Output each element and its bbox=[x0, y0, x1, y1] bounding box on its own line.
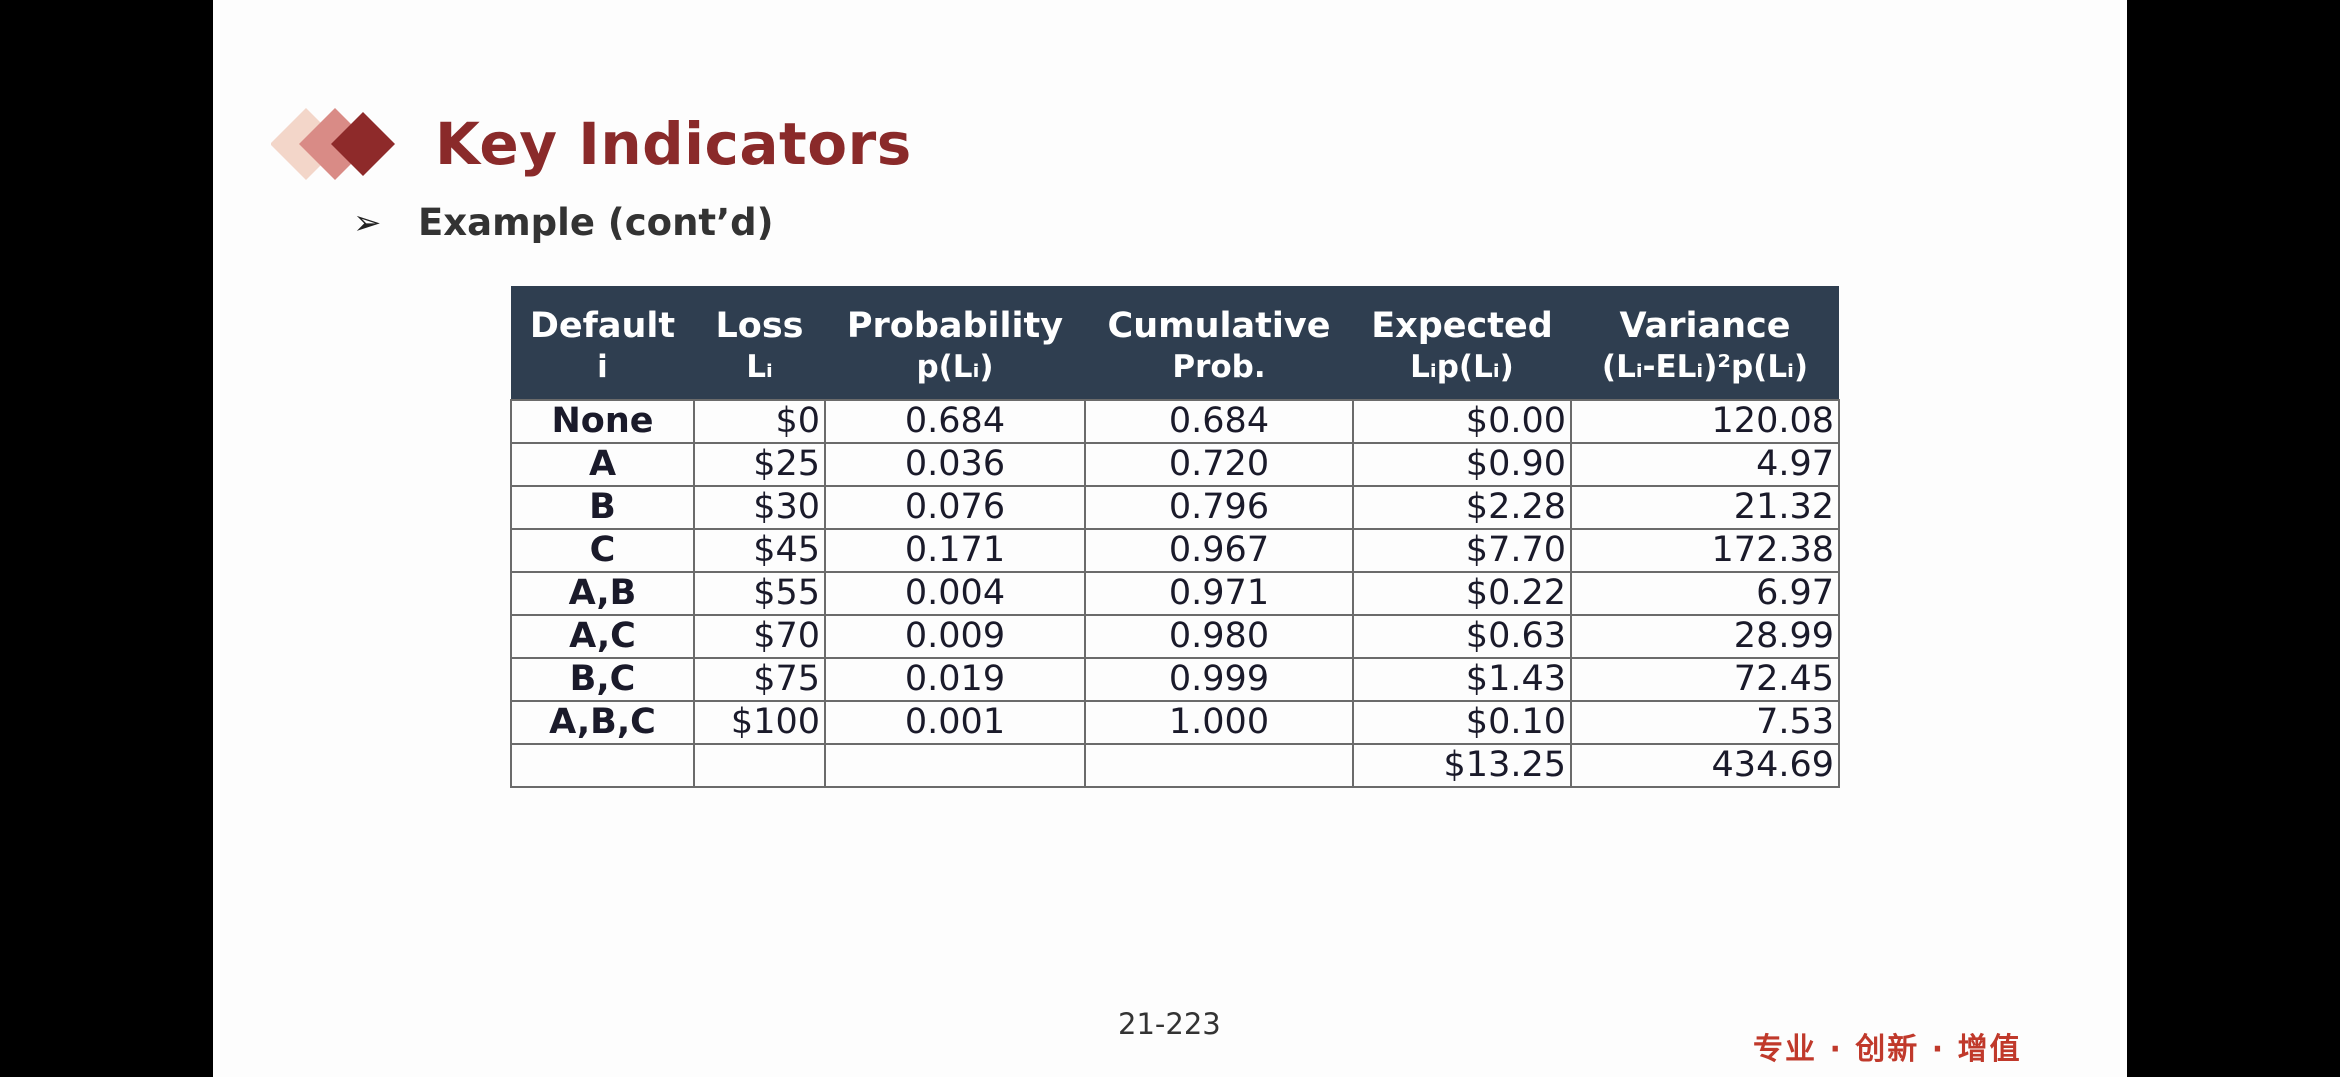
cell-default bbox=[510, 743, 695, 788]
header-loss: Loss Lᵢ bbox=[694, 286, 825, 400]
table-header-row: Default i Loss Lᵢ Probability p(Lᵢ) Cumulat… bbox=[511, 286, 1839, 400]
cell-cumulative: 0.980 bbox=[1084, 614, 1354, 659]
cell-cumulative: 0.720 bbox=[1084, 442, 1354, 487]
cell-variance: 7.53 bbox=[1570, 700, 1840, 745]
cell-variance: 28.99 bbox=[1570, 614, 1840, 659]
cell-loss: $25 bbox=[693, 442, 826, 487]
cell-probability: 0.009 bbox=[824, 614, 1086, 659]
cell-cumulative: 0.999 bbox=[1084, 657, 1354, 702]
slide: Key Indicators ➢ Example (cont’d) Defaul… bbox=[213, 0, 2127, 1077]
cell-expected: $0.90 bbox=[1352, 442, 1572, 487]
table-row: A,C $70 0.009 0.980 $0.63 28.99 bbox=[510, 614, 1840, 659]
cell-probability: 0.001 bbox=[824, 700, 1086, 745]
table-row: B $30 0.076 0.796 $2.28 21.32 bbox=[510, 485, 1840, 530]
cell-variance: 4.97 bbox=[1570, 442, 1840, 487]
cell-cumulative bbox=[1084, 743, 1354, 788]
loss-distribution-table: Default i Loss Lᵢ Probability p(Lᵢ) Cumulat… bbox=[510, 286, 1840, 788]
table-row: A,B $55 0.004 0.971 $0.22 6.97 bbox=[510, 571, 1840, 616]
cell-expected: $0.10 bbox=[1352, 700, 1572, 745]
cell-variance-total: 434.69 bbox=[1570, 743, 1840, 788]
table-row: C $45 0.171 0.967 $7.70 172.38 bbox=[510, 528, 1840, 573]
cell-default: A,B bbox=[510, 571, 695, 616]
slide-subtitle: Example (cont’d) bbox=[418, 201, 774, 244]
cell-variance: 21.32 bbox=[1570, 485, 1840, 530]
slide-title: Key Indicators bbox=[435, 110, 912, 178]
cell-probability: 0.076 bbox=[824, 485, 1086, 530]
cell-expected-total: $13.25 bbox=[1352, 743, 1572, 788]
cell-default: A,C bbox=[510, 614, 695, 659]
header-probability: Probability p(Lᵢ) bbox=[825, 286, 1085, 400]
cell-expected: $0.63 bbox=[1352, 614, 1572, 659]
cell-variance: 120.08 bbox=[1570, 399, 1840, 444]
cell-variance: 172.38 bbox=[1570, 528, 1840, 573]
cell-default: None bbox=[510, 399, 695, 444]
cell-loss: $55 bbox=[693, 571, 826, 616]
cell-default: B,C bbox=[510, 657, 695, 702]
table-row: A $25 0.036 0.720 $0.90 4.97 bbox=[510, 442, 1840, 487]
cell-default: B bbox=[510, 485, 695, 530]
cell-expected: $0.22 bbox=[1352, 571, 1572, 616]
cell-probability: 0.171 bbox=[824, 528, 1086, 573]
diamond-logo-icon bbox=[271, 108, 395, 180]
cell-loss: $0 bbox=[693, 399, 826, 444]
cell-variance: 72.45 bbox=[1570, 657, 1840, 702]
cell-expected: $2.28 bbox=[1352, 485, 1572, 530]
table-row: A,B,C $100 0.001 1.000 $0.10 7.53 bbox=[510, 700, 1840, 745]
footer-slogan: 专业 · 创新 · 增值 bbox=[1753, 1032, 2022, 1067]
cell-probability: 0.684 bbox=[824, 399, 1086, 444]
header-variance: Variance (Lᵢ-ELᵢ)²p(Lᵢ) bbox=[1571, 286, 1839, 400]
table-total-row: $13.25 434.69 bbox=[510, 743, 1840, 788]
cell-loss: $45 bbox=[693, 528, 826, 573]
cell-loss: $70 bbox=[693, 614, 826, 659]
cell-loss bbox=[693, 743, 826, 788]
cell-loss: $75 bbox=[693, 657, 826, 702]
cell-expected: $7.70 bbox=[1352, 528, 1572, 573]
cell-loss: $30 bbox=[693, 485, 826, 530]
header-expected: Expected Lᵢp(Lᵢ) bbox=[1353, 286, 1571, 400]
cell-probability: 0.004 bbox=[824, 571, 1086, 616]
table-row: None $0 0.684 0.684 $0.00 120.08 bbox=[510, 399, 1840, 444]
header-cumulative: Cumulative Prob. bbox=[1085, 286, 1353, 400]
header-default: Default i bbox=[511, 286, 694, 400]
cell-default: C bbox=[510, 528, 695, 573]
cell-probability bbox=[824, 743, 1086, 788]
page-number: 21-223 bbox=[1118, 1007, 1221, 1041]
table-row: B,C $75 0.019 0.999 $1.43 72.45 bbox=[510, 657, 1840, 702]
cell-expected: $0.00 bbox=[1352, 399, 1572, 444]
cell-cumulative: 1.000 bbox=[1084, 700, 1354, 745]
cell-cumulative: 0.971 bbox=[1084, 571, 1354, 616]
cell-default: A,B,C bbox=[510, 700, 695, 745]
cell-probability: 0.036 bbox=[824, 442, 1086, 487]
cell-cumulative: 0.967 bbox=[1084, 528, 1354, 573]
cell-default: A bbox=[510, 442, 695, 487]
cell-cumulative: 0.684 bbox=[1084, 399, 1354, 444]
cell-variance: 6.97 bbox=[1570, 571, 1840, 616]
bullet-arrow-icon: ➢ bbox=[353, 203, 382, 243]
cell-loss: $100 bbox=[693, 700, 826, 745]
cell-expected: $1.43 bbox=[1352, 657, 1572, 702]
cell-probability: 0.019 bbox=[824, 657, 1086, 702]
cell-cumulative: 0.796 bbox=[1084, 485, 1354, 530]
